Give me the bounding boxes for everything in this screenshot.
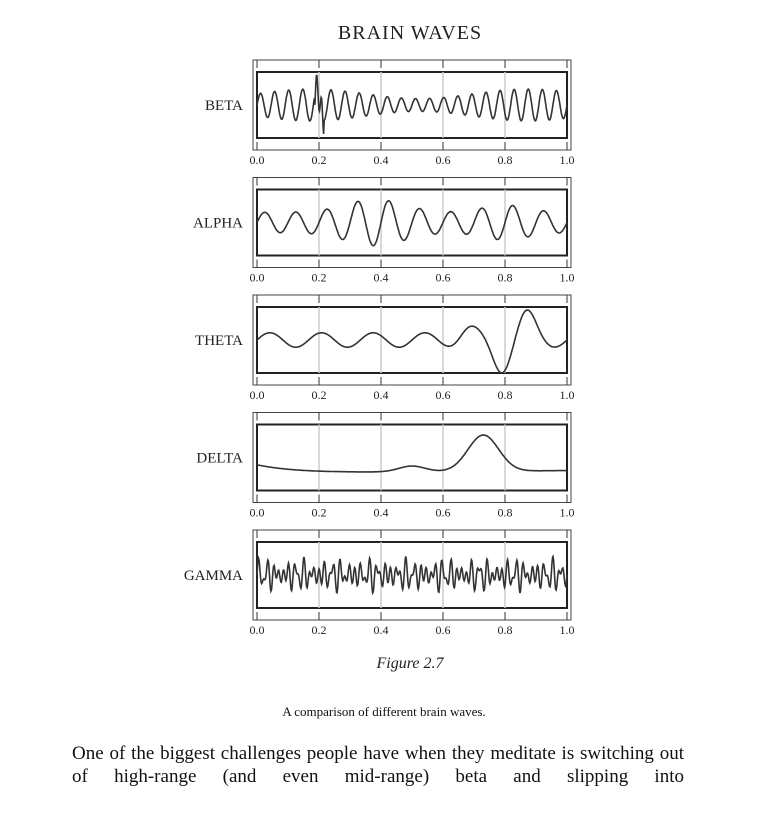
- panel-label: ALPHA: [193, 216, 243, 232]
- tick-label: 1.0: [560, 388, 575, 402]
- wave: [256, 309, 568, 374]
- tick-label: 0.2: [312, 271, 327, 285]
- figure-title: BRAIN WAVES: [338, 22, 482, 44]
- tick-label: 0.4: [374, 623, 389, 637]
- wave: [256, 200, 568, 247]
- tick-label: 0.6: [436, 153, 451, 167]
- panel-box-inner: [252, 59, 572, 151]
- tick-label: 0.4: [374, 388, 389, 402]
- body-paragraph: One of the biggest challenges people hav…: [72, 743, 684, 787]
- tick-label: 0.8: [498, 153, 513, 167]
- tick-label: 0.2: [312, 623, 327, 637]
- tick-label: 0.8: [498, 271, 513, 285]
- tick-label: 0.6: [436, 271, 451, 285]
- tick-label: 1.0: [560, 153, 575, 167]
- figure-label: Figure 2.7: [376, 655, 445, 672]
- tick-label: 0.6: [436, 506, 451, 520]
- wave: [256, 434, 568, 473]
- panel-box: [256, 423, 568, 492]
- panel-label: DELTA: [196, 451, 243, 467]
- tick-label: 0.0: [250, 388, 265, 402]
- tick-label: 0.4: [374, 506, 389, 520]
- panel-box-inner: [252, 412, 572, 503]
- tick-label: 1.0: [560, 623, 575, 637]
- tick-label: 0.8: [498, 506, 513, 520]
- tick-label: 1.0: [560, 271, 575, 285]
- panel-box-inner: [252, 177, 572, 268]
- tick-label: 0.2: [312, 506, 327, 520]
- panel-label: GAMMA: [184, 568, 243, 584]
- tick-label: 0.4: [374, 271, 389, 285]
- wave: [256, 74, 568, 134]
- tick-label: 0.8: [498, 388, 513, 402]
- panel-box-inner: [252, 529, 572, 621]
- tick-label: 0.8: [498, 623, 513, 637]
- figure: BRAIN WAVES Figure 2.7 BETA 0.0 0.2 0.4 0.6 0…: [184, 22, 575, 672]
- tick-label: 0.0: [250, 271, 265, 285]
- panel-label: THETA: [195, 333, 243, 349]
- caption: A comparison of different brain waves.: [282, 704, 486, 719]
- tick-label: 0.4: [374, 153, 389, 167]
- panel-label: BETA: [205, 98, 243, 114]
- tick-label: 0.2: [312, 388, 327, 402]
- wave: [256, 554, 568, 596]
- tick-label: 0.6: [436, 623, 451, 637]
- tick-label: 0.6: [436, 388, 451, 402]
- tick-label: 0.2: [312, 153, 327, 167]
- tick-label: 1.0: [560, 506, 575, 520]
- panel-box-inner: [252, 294, 572, 386]
- tick-label: 0.0: [250, 506, 265, 520]
- tick-label: 0.0: [250, 623, 265, 637]
- tick-label: 0.0: [250, 153, 265, 167]
